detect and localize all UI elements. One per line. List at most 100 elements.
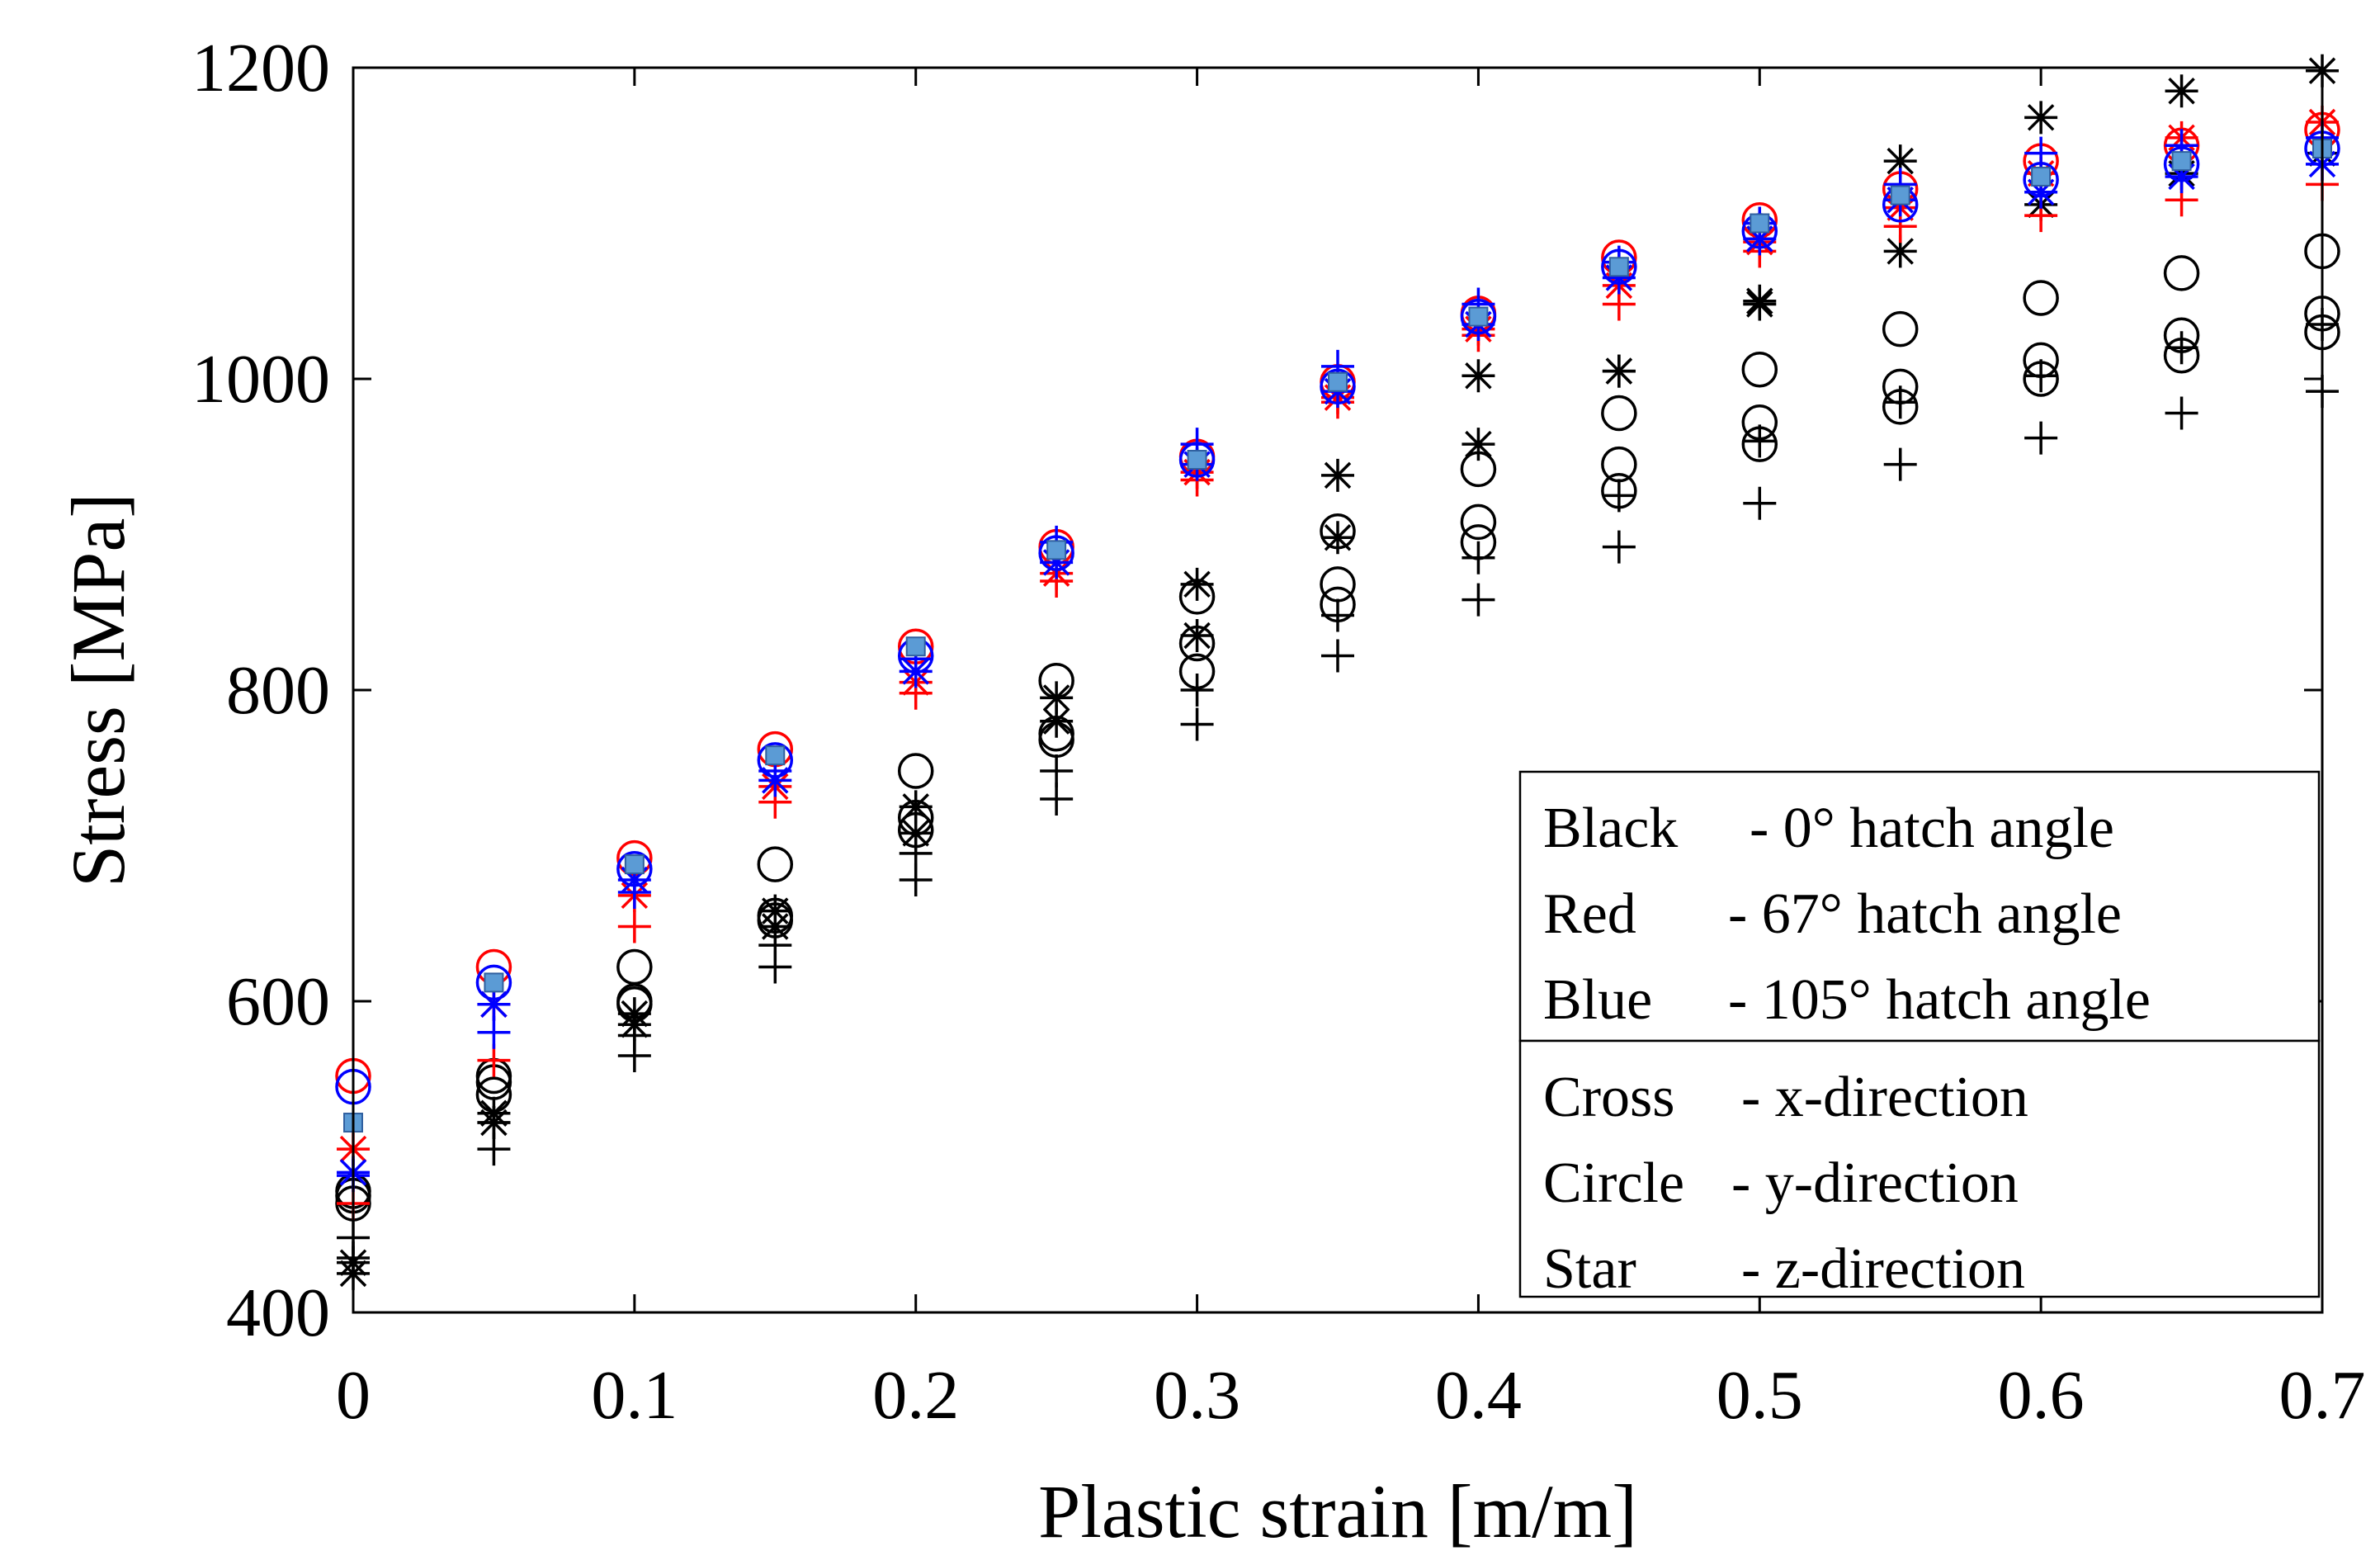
circle-point (1741, 426, 1778, 462)
circle-point (1320, 566, 1356, 603)
legend-marker-star-name: Star (1543, 1237, 1636, 1301)
average-square-point (1608, 257, 1629, 277)
x-tick-label: 0.3 (1154, 1357, 1240, 1434)
y-tick-label: 1200 (191, 30, 330, 106)
average-square-point (1750, 213, 1770, 234)
legend-color-box (1518, 770, 2321, 1043)
legend-color-blue-text: - 105° hatch angle (1728, 968, 2151, 1032)
cross-point (1602, 530, 1636, 564)
star-point (477, 1096, 511, 1130)
star-point (899, 655, 933, 688)
star-point (1321, 458, 1354, 492)
cross-point (477, 1043, 511, 1077)
average-square-point (1328, 371, 1348, 392)
star-point (1883, 144, 1917, 178)
cross-point (477, 1015, 511, 1049)
star-point (899, 790, 933, 824)
star-point (2165, 74, 2198, 108)
star-point (617, 863, 651, 896)
legend-color-blue-name: Blue (1543, 968, 1652, 1032)
y-tick-label: 800 (226, 652, 330, 729)
star-point (1321, 521, 1354, 555)
circle-point (1460, 524, 1497, 560)
circle-point (2023, 280, 2059, 316)
star-point (2024, 101, 2058, 135)
y-axis-title: Stress [MPa] (56, 493, 140, 887)
circle-point (1741, 404, 1778, 441)
star-point (899, 816, 933, 850)
average-square-point (2171, 151, 2192, 172)
cross-point (1462, 583, 1495, 617)
circle-point (1320, 586, 1356, 623)
circle-point (1601, 446, 1637, 483)
legend-marker-circle-text: - y-direction (1731, 1151, 2019, 1215)
legend-marker-box (1518, 1039, 2321, 1298)
circle-point (2023, 342, 2059, 379)
star-point (617, 997, 651, 1031)
star-point (1040, 704, 1074, 738)
x-tick-label: 0 (336, 1357, 371, 1434)
circle-point (1601, 472, 1637, 509)
x-tick-label: 0.5 (1717, 1357, 1803, 1434)
average-square-point (624, 854, 645, 875)
legend: Black - 0° hatch angle Red - 67° hatch a… (1518, 770, 2321, 1301)
star-point (1180, 619, 1214, 653)
legend-marker-circle-name: Circle (1543, 1151, 1684, 1215)
x-tick-label: 0.1 (591, 1357, 678, 1434)
circle-point (1741, 351, 1778, 388)
x-tick-label: 0.6 (1998, 1357, 2085, 1434)
star-point (1602, 261, 1636, 295)
average-square-point (484, 972, 504, 993)
legend-marker-cross-name: Cross (1543, 1066, 1674, 1129)
legend-color-red-name: Red (1543, 882, 1636, 946)
x-axis-title: Plastic strain [m/m] (1038, 1469, 1637, 1553)
x-tick-label: 0.7 (2279, 1357, 2366, 1434)
circle-point (2023, 361, 2059, 397)
cross-point (1040, 782, 1074, 816)
legend-marker-star-text: - z-direction (1741, 1237, 2025, 1301)
star-point (758, 764, 792, 797)
cross-point (1743, 486, 1777, 520)
y-tick-label: 600 (226, 963, 330, 1040)
star-point (477, 987, 511, 1021)
y-tick-label: 400 (226, 1274, 330, 1351)
cross-point (1040, 754, 1074, 788)
x-tick-label: 0.2 (872, 1357, 959, 1434)
cross-point (1180, 707, 1214, 741)
circle-point (2163, 255, 2200, 291)
star-point (1040, 546, 1074, 579)
star-point (758, 894, 792, 928)
star-point (1180, 567, 1214, 601)
cross-point (1883, 447, 1917, 481)
average-square-point (1890, 185, 1910, 206)
star-point (1040, 681, 1074, 715)
average-square-point (765, 745, 786, 766)
star-point (2024, 175, 2058, 209)
circle-point (2163, 337, 2200, 374)
circle-point (1882, 310, 1919, 348)
star-point (1602, 354, 1636, 388)
average-square-point (1046, 540, 1067, 560)
circle-point (616, 948, 653, 986)
star-point (1462, 359, 1495, 393)
circle-point (757, 846, 794, 882)
circle-point (1460, 504, 1497, 541)
circle-point (1882, 389, 1919, 425)
cross-point (2024, 136, 2058, 170)
axis-ticks: 0 0.1 0.2 0.3 0.4 0.5 0.6 0.7 400 600 800 1000 1200 (191, 30, 2366, 1434)
star-point (1743, 222, 1777, 256)
circle-point (1178, 653, 1216, 690)
circle-point (1601, 395, 1637, 432)
cross-point (1743, 424, 1777, 458)
circle-point (897, 753, 934, 789)
cross-point (1180, 674, 1214, 707)
circle-point (1882, 368, 1919, 405)
average-square-point (905, 636, 926, 657)
star-point (2165, 159, 2198, 193)
average-square-point (1468, 306, 1489, 327)
cross-point (1321, 639, 1354, 673)
cross-point (2165, 396, 2198, 430)
cross-point (2024, 421, 2058, 455)
legend-marker-cross-text: - x-direction (1741, 1066, 2028, 1129)
